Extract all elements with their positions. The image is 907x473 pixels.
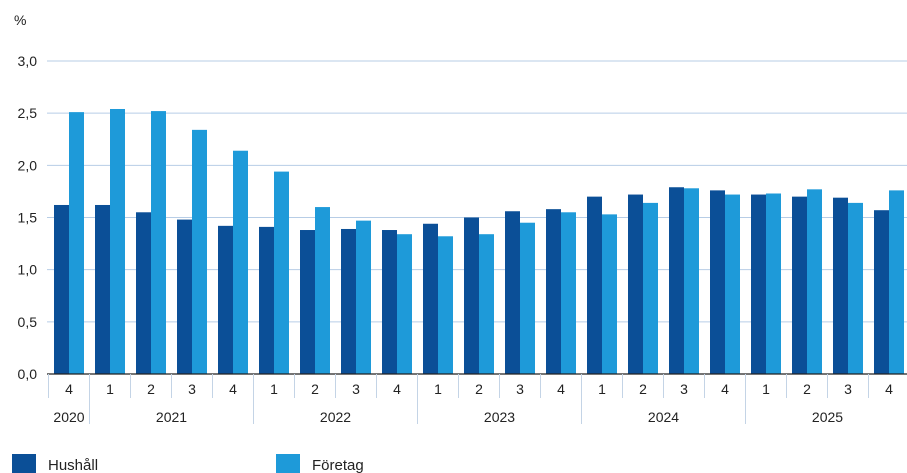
quarter-label: 2: [803, 381, 811, 397]
bar-hushall: [464, 217, 479, 374]
bar-foretag: [684, 188, 699, 374]
year-label: 2023: [484, 409, 515, 425]
bar-hushall: [833, 197, 848, 374]
bar-foretag: [397, 234, 412, 374]
bar-hushall: [587, 196, 602, 374]
bar-foretag: [725, 194, 740, 374]
quarter-label: 1: [106, 381, 114, 397]
legend-label: Hushåll: [48, 457, 98, 473]
legend-label: Företag: [312, 457, 364, 473]
bar-hushall: [218, 225, 233, 374]
bar-hushall: [259, 226, 274, 374]
y-axis-unit-label: %: [14, 12, 26, 28]
y-tick-label: 1,5: [18, 210, 38, 226]
bar-foretag: [233, 150, 248, 374]
bar-foretag: [479, 234, 494, 374]
quarter-label: 3: [680, 381, 688, 397]
bar-hushall: [792, 196, 807, 374]
quarter-label: 3: [352, 381, 360, 397]
year-label: 2020: [53, 409, 84, 425]
quarter-label: 3: [188, 381, 196, 397]
quarter-label: 4: [557, 381, 565, 397]
bar-foretag: [192, 129, 207, 374]
y-tick-label: 3,0: [18, 53, 38, 69]
y-tick-label: 2,5: [18, 105, 38, 121]
quarter-label: 1: [270, 381, 278, 397]
bar-foretag: [889, 190, 904, 374]
bar-foretag: [848, 202, 863, 374]
quarter-label: 2: [475, 381, 483, 397]
bar-hushall: [177, 219, 192, 374]
year-label: 2025: [812, 409, 843, 425]
bars: [54, 108, 904, 374]
quarter-label: 1: [598, 381, 606, 397]
x-axis: 4 1 2 3 4 1 2 3 4 1 2 3 4 1 2 3 4 1 2 3 4 2020 2021 2022 2023 202…: [47, 373, 907, 425]
bar-hushall: [505, 211, 520, 374]
bar-hushall: [54, 204, 69, 374]
bar-hushall: [423, 223, 438, 374]
legend: Hushåll Företag: [12, 454, 364, 473]
bar-hushall: [382, 230, 397, 374]
y-axis-ticks: 0,0 0,5 1,0 1,5 2,0 2,5 3,0: [18, 53, 38, 382]
quarter-label: 4: [65, 381, 73, 397]
bar-foretag: [438, 236, 453, 374]
bar-hushall: [300, 230, 315, 374]
y-tick-label: 0,5: [18, 314, 38, 330]
bar-foretag: [356, 220, 371, 374]
quarter-label: 2: [311, 381, 319, 397]
bar-foretag: [766, 193, 781, 374]
y-tick-label: 2,0: [18, 157, 38, 173]
legend-swatch: [276, 454, 300, 473]
year-label: 2022: [320, 409, 351, 425]
bar-hushall: [628, 194, 643, 374]
year-label: 2024: [648, 409, 679, 425]
bar-hushall: [710, 190, 725, 374]
quarter-label: 2: [147, 381, 155, 397]
bar-hushall: [669, 187, 684, 374]
bar-foretag: [561, 212, 576, 374]
bar-foretag: [69, 112, 84, 374]
quarter-label: 3: [844, 381, 852, 397]
quarter-label: 2: [639, 381, 647, 397]
y-tick-label: 0,0: [18, 366, 38, 382]
bar-hushall: [95, 204, 110, 374]
bar-hushall: [751, 194, 766, 374]
bar-foretag: [315, 207, 330, 374]
bar-foretag: [643, 202, 658, 374]
year-label: 2021: [156, 409, 187, 425]
bar-hushall: [546, 209, 561, 374]
y-tick-label: 1,0: [18, 262, 38, 278]
bar-hushall: [874, 210, 889, 374]
bar-hushall: [341, 228, 356, 374]
quarter-label: 3: [516, 381, 524, 397]
quarter-label: 1: [762, 381, 770, 397]
bar-foretag: [274, 171, 289, 374]
legend-swatch: [12, 454, 36, 473]
bar-foretag: [602, 214, 617, 374]
bar-foretag: [807, 189, 822, 374]
bar-hushall: [136, 212, 151, 374]
quarter-label: 4: [229, 381, 237, 397]
bar-foretag: [110, 108, 125, 374]
quarter-label: 4: [721, 381, 729, 397]
bar-foretag: [151, 111, 166, 374]
bar-foretag: [520, 222, 535, 374]
quarter-label: 4: [393, 381, 401, 397]
quarter-label: 4: [885, 381, 893, 397]
quarter-label: 1: [434, 381, 442, 397]
